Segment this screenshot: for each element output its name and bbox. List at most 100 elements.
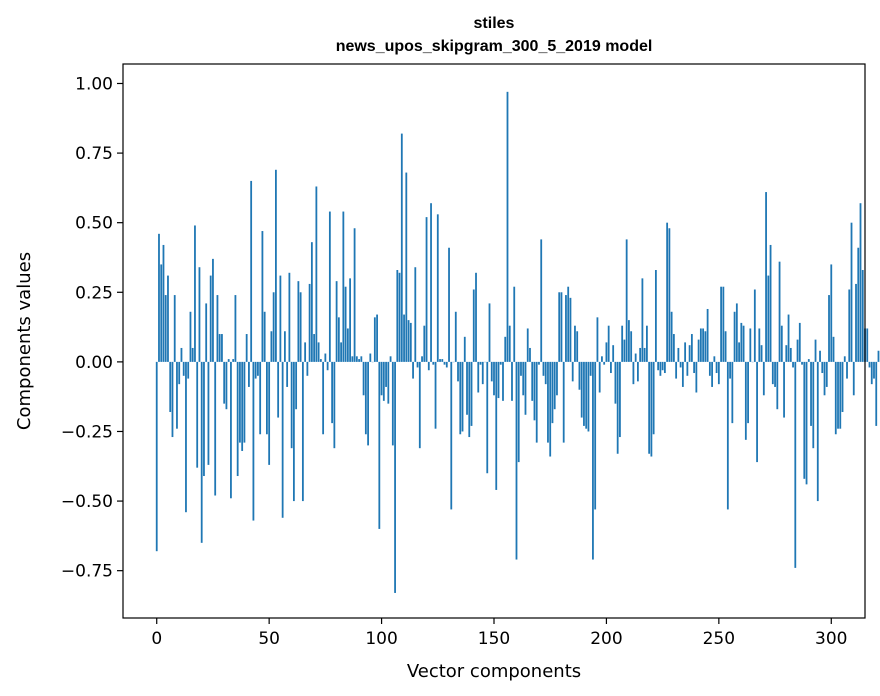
bar-62 (295, 361, 298, 410)
bar-137 (463, 336, 466, 362)
bar-223 (657, 361, 660, 371)
bar-41 (248, 361, 250, 387)
bar-238 (690, 334, 693, 362)
bar-191 (585, 361, 588, 429)
bar-21 (203, 361, 205, 477)
bar-0 (155, 361, 158, 552)
bar-162 (520, 361, 522, 376)
bar-305 (841, 361, 844, 412)
bar-298 (825, 361, 828, 387)
bar-128 (443, 361, 446, 365)
bar-3 (162, 244, 165, 362)
bar-306 (843, 356, 846, 362)
bar-55 (279, 275, 282, 362)
bar-210 (628, 320, 630, 362)
bar-63 (297, 281, 300, 362)
bar-131 (450, 361, 453, 510)
bar-228 (668, 228, 671, 362)
bar-280 (785, 345, 788, 362)
bar-206 (619, 361, 621, 438)
bar-119 (423, 325, 426, 362)
bar-174 (547, 361, 549, 443)
y-tick-label: 0.25 (75, 283, 113, 303)
bar-142 (475, 272, 477, 362)
bar-161 (517, 361, 520, 463)
bar-79 (333, 361, 336, 449)
bar-48 (263, 311, 266, 362)
x-tick-label: 200 (590, 629, 622, 649)
bar-83 (342, 211, 345, 362)
bar-212 (632, 361, 635, 385)
bar-266 (753, 289, 756, 362)
bar-264 (749, 328, 752, 362)
bar-213 (634, 353, 637, 362)
bar-121 (427, 361, 430, 371)
bar-319 (873, 361, 875, 379)
bar-147 (486, 361, 489, 474)
bar-92 (362, 361, 365, 396)
bar-296 (821, 361, 824, 374)
bar-73 (319, 359, 322, 362)
bar-19 (198, 267, 201, 362)
bar-36 (236, 361, 239, 477)
bar-46 (259, 361, 262, 435)
bar-101 (382, 361, 385, 401)
bar-254 (726, 361, 729, 510)
bar-283 (792, 361, 794, 368)
bar-209 (625, 239, 628, 362)
bar-303 (837, 361, 839, 429)
bar-187 (576, 331, 579, 362)
bar-243 (702, 328, 705, 362)
bar-37 (239, 361, 241, 443)
bar-307 (846, 361, 848, 379)
bar-289 (805, 361, 808, 485)
bar-224 (659, 361, 662, 376)
bar-65 (301, 361, 304, 502)
bar-53 (275, 169, 277, 362)
bar-256 (731, 361, 734, 424)
bar-49 (266, 361, 268, 435)
bar-29 (221, 334, 223, 362)
bar-311 (855, 283, 857, 362)
bar-301 (832, 336, 835, 362)
y-axis-label: Components values (14, 252, 35, 430)
bar-141 (472, 289, 475, 362)
bar-231 (675, 361, 678, 379)
bar-67 (306, 361, 309, 376)
y-tick-label: −0.75 (61, 562, 113, 582)
bar-125 (436, 214, 439, 362)
bar-229 (670, 311, 673, 362)
bar-140 (470, 361, 473, 426)
bar-321 (877, 350, 880, 362)
bar-9 (176, 361, 178, 429)
chart-subtitle: news_upos_skipgram_300_5_2019 model (336, 38, 653, 55)
bar-151 (495, 361, 498, 490)
bar-68 (308, 283, 311, 362)
bar-75 (324, 353, 327, 362)
bar-198 (601, 356, 603, 362)
bar-87 (351, 356, 354, 362)
bar-316 (866, 328, 869, 362)
bar-268 (758, 328, 761, 362)
bar-218 (646, 325, 648, 362)
bar-236 (686, 361, 689, 376)
bar-112 (407, 320, 410, 362)
y-tick-label: 0.00 (75, 353, 113, 373)
bar-77 (328, 211, 331, 362)
bar-156 (506, 91, 509, 362)
bar-11 (180, 347, 183, 362)
bar-32 (227, 359, 230, 362)
bar-40 (245, 334, 248, 362)
bar-22 (205, 303, 208, 362)
bar-313 (859, 203, 862, 362)
bar-269 (760, 345, 763, 362)
bar-172 (542, 361, 545, 376)
bar-215 (639, 347, 642, 362)
bar-30 (223, 361, 226, 404)
bar-45 (257, 361, 259, 376)
bar-270 (762, 361, 765, 396)
bar-227 (666, 222, 669, 362)
bar-185 (571, 361, 574, 382)
bar-111 (405, 172, 408, 362)
